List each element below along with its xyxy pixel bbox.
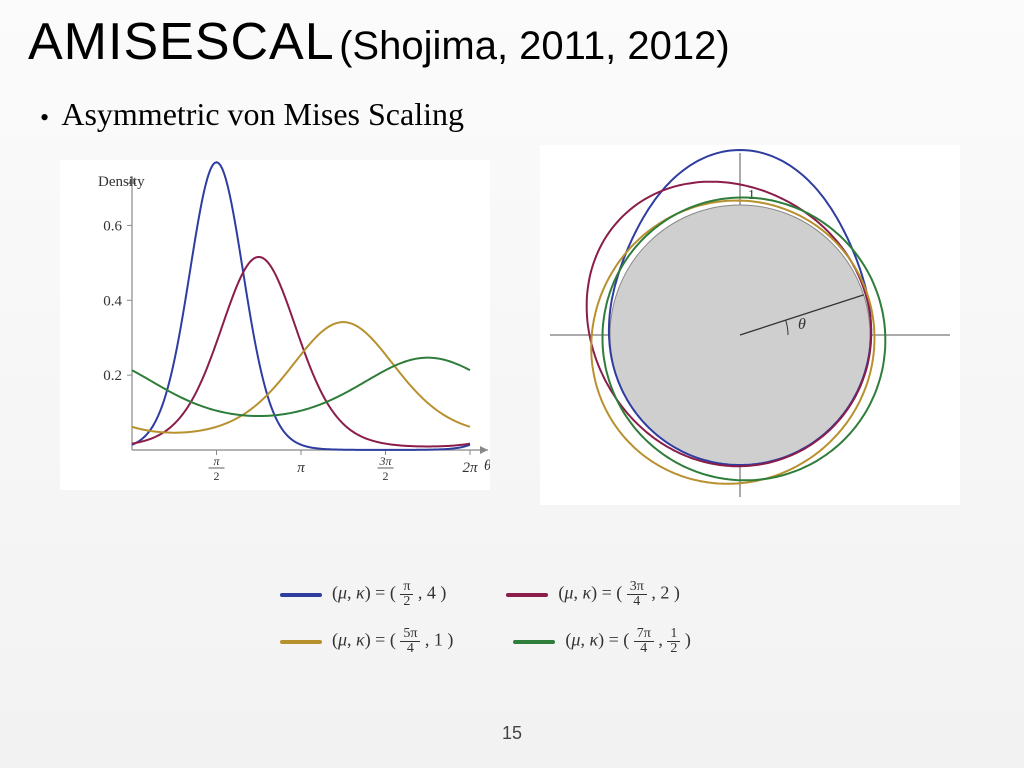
svg-text:Density: Density: [98, 174, 145, 190]
legend-label: (μ, κ) = ( 7π4 , 12 ): [565, 627, 690, 656]
legend-swatch-icon: [280, 640, 322, 644]
svg-text:3π: 3π: [378, 454, 392, 468]
svg-text:θ: θ: [798, 316, 806, 333]
svg-text:0.2: 0.2: [103, 368, 122, 384]
svg-text:2: 2: [214, 469, 220, 483]
legend-swatch-icon: [506, 593, 548, 597]
bullet-text: Asymmetric von Mises Scaling: [61, 96, 464, 132]
polar-chart-panel: θ1: [540, 145, 960, 505]
svg-text:0.6: 0.6: [103, 218, 122, 234]
title-main: AMISESCAL: [28, 13, 335, 71]
legend-item-3: (μ, κ) = ( 5π4 , 1 ): [280, 627, 453, 656]
legend-label: (μ, κ) = ( π2 , 4 ): [332, 580, 446, 609]
legend-item-1: (μ, κ) = ( π2 , 4 ): [280, 580, 446, 609]
svg-text:2: 2: [383, 469, 389, 483]
svg-text:0.4: 0.4: [103, 293, 122, 309]
legend-item-4: (μ, κ) = ( 7π4 , 12 ): [513, 627, 690, 656]
page-number: 15: [0, 723, 1024, 744]
legend: (μ, κ) = ( π2 , 4 ) (μ, κ) = ( 3π4 , 2 )…: [280, 580, 780, 674]
legend-label: (μ, κ) = ( 5π4 , 1 ): [332, 627, 453, 656]
slide-title: AMISESCAL (Shojima, 2011, 2012): [28, 12, 730, 72]
svg-text:π: π: [297, 460, 305, 476]
legend-swatch-icon: [513, 640, 555, 644]
legend-item-2: (μ, κ) = ( 3π4 , 2 ): [506, 580, 679, 609]
slide: AMISESCAL (Shojima, 2011, 2012) • Asymme…: [0, 0, 1024, 768]
legend-swatch-icon: [280, 593, 322, 597]
density-chart-panel: 0.20.40.6π2π3π22πDensityθ: [60, 160, 490, 490]
svg-text:θ: θ: [484, 458, 490, 474]
svg-text:2π: 2π: [462, 460, 478, 476]
bullet-item: • Asymmetric von Mises Scaling: [40, 96, 464, 133]
polar-chart: θ1: [540, 145, 960, 505]
bullet-dot-icon: •: [40, 103, 49, 132]
svg-text:π: π: [213, 454, 220, 468]
title-sub: (Shojima, 2011, 2012): [339, 24, 730, 68]
legend-label: (μ, κ) = ( 3π4 , 2 ): [558, 580, 679, 609]
density-chart: 0.20.40.6π2π3π22πDensityθ: [60, 160, 490, 490]
